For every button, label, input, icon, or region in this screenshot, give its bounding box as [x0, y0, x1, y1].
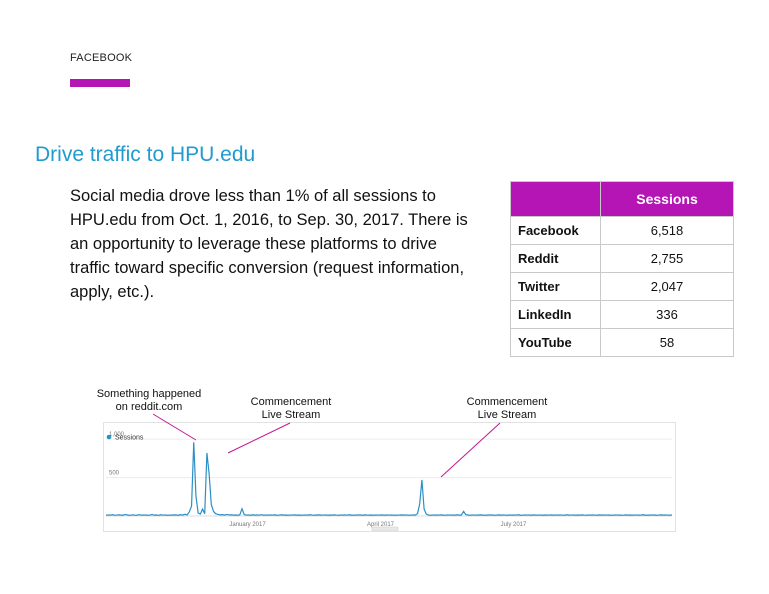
table-header-row: Sessions: [510, 181, 734, 217]
row-sessions: 2,047: [600, 272, 734, 301]
legend-label: Sessions: [115, 435, 144, 442]
table-row: Reddit 2,755: [510, 244, 734, 273]
row-source: Twitter: [510, 272, 601, 301]
x-tick-label: July 2017: [501, 522, 527, 528]
sessions-chart-svg: 1,000 500 Sessions January 2017 April 2017 Ju…: [105, 432, 673, 532]
table-row: Facebook 6,518: [510, 216, 734, 245]
annotation-reddit: Something happened on reddit.com: [96, 388, 202, 413]
table-header-sessions: Sessions: [600, 181, 734, 217]
x-tick-label: January 2017: [229, 522, 266, 528]
row-sessions: 58: [600, 328, 734, 357]
table-row: LinkedIn 336: [510, 300, 734, 329]
row-sessions: 2,755: [600, 244, 734, 273]
row-sessions: 6,518: [600, 216, 734, 245]
row-source: Facebook: [510, 216, 601, 245]
sessions-series-line: [105, 442, 673, 516]
annotation-commencement-1: Commencement Live Stream: [250, 396, 332, 421]
sessions-table: Sessions Facebook 6,518 Reddit 2,755 Twitt…: [510, 181, 734, 357]
row-source: LinkedIn: [510, 300, 601, 329]
row-source: YouTube: [510, 328, 601, 357]
sessions-chart: 1,000 500 Sessions January 2017 April 2017 Ju…: [103, 422, 676, 532]
body-paragraph: Social media drove less than 1% of all s…: [70, 187, 468, 301]
y-tick-label: 1,000: [109, 432, 125, 438]
x-tick-label: April 2017: [367, 522, 395, 528]
y-tick-label: 500: [109, 471, 120, 477]
table-row: YouTube 58: [510, 328, 734, 357]
table-header-blank: [510, 181, 601, 217]
chart-range-handle: [371, 526, 399, 532]
row-source: Reddit: [510, 244, 601, 273]
table-row: Twitter 2,047: [510, 272, 734, 301]
slide-title: Drive traffic to HPU.edu: [35, 143, 256, 166]
annotation-commencement-2: Commencement Live Stream: [466, 396, 548, 421]
row-sessions: 336: [600, 300, 734, 329]
accent-bar: [70, 79, 130, 87]
section-label: FACEBOOK: [70, 52, 133, 64]
legend-marker: [106, 434, 112, 440]
